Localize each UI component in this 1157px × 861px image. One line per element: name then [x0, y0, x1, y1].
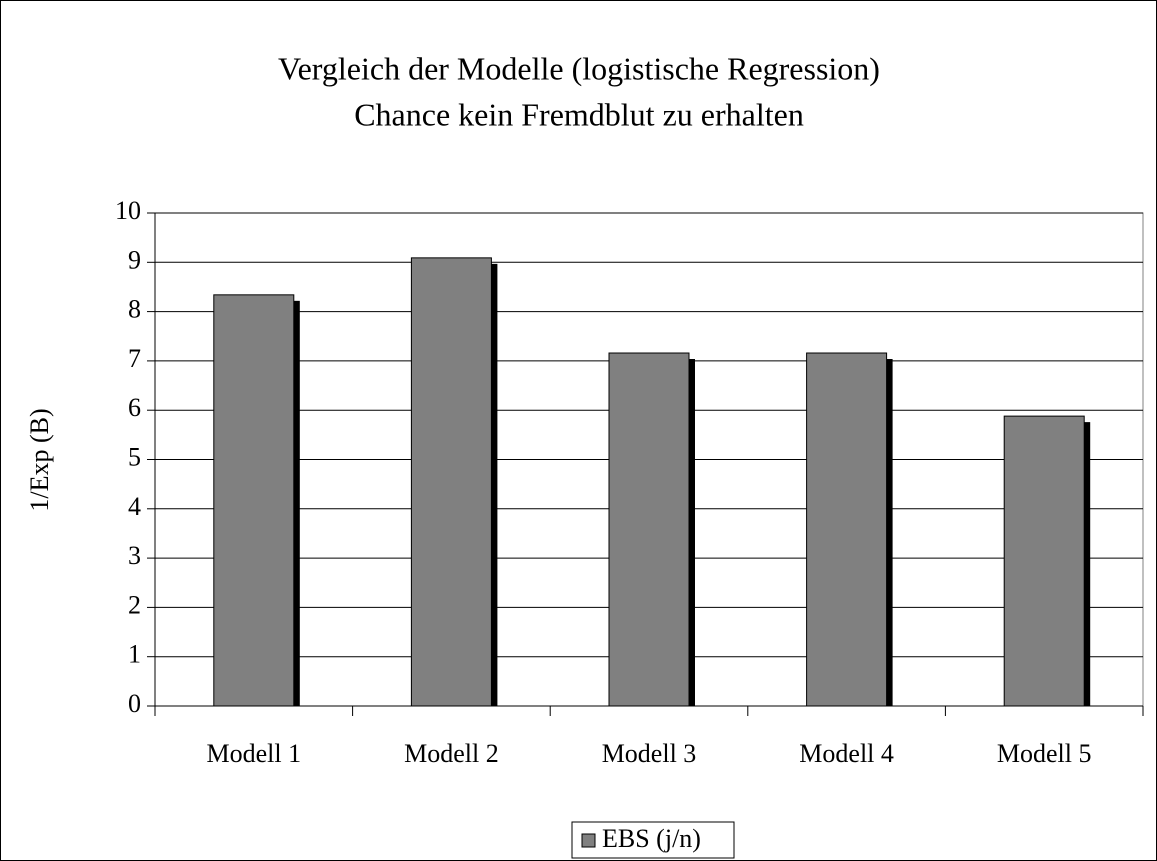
y-tick-label: 5	[128, 442, 141, 471]
y-tick-label: 4	[128, 492, 141, 521]
y-tick-label: 7	[128, 344, 141, 373]
x-tick-label: Modell 3	[602, 739, 697, 768]
legend-box	[571, 821, 735, 859]
x-tick-label: Modell 2	[404, 739, 499, 768]
bar	[410, 257, 492, 707]
y-tick-label: 6	[128, 393, 141, 422]
y-tick-label: 8	[128, 295, 141, 324]
y-tick-label: 3	[128, 541, 141, 570]
chart-title: Vergleich der Modelle (logistische Regre…	[278, 50, 880, 86]
y-tick-label: 9	[128, 245, 141, 274]
legend-swatch	[581, 833, 596, 848]
y-tick-label: 10	[115, 196, 141, 225]
bar	[608, 352, 690, 707]
y-tick-label: 0	[128, 689, 141, 718]
legend-label: EBS (j/n)	[602, 824, 701, 853]
y-axis-label: 1/Exp (B)	[25, 408, 54, 511]
y-tick-label: 1	[128, 640, 141, 669]
bar	[213, 294, 295, 707]
y-tick-label: 2	[128, 590, 141, 619]
x-tick-label: Modell 5	[997, 739, 1092, 768]
x-tick-label: Modell 4	[799, 739, 894, 768]
x-tick-label: Modell 1	[206, 739, 301, 768]
bar	[1003, 415, 1085, 707]
chart-subtitle: Chance kein Fremdblut zu erhalten	[354, 96, 804, 132]
bar	[806, 352, 888, 707]
